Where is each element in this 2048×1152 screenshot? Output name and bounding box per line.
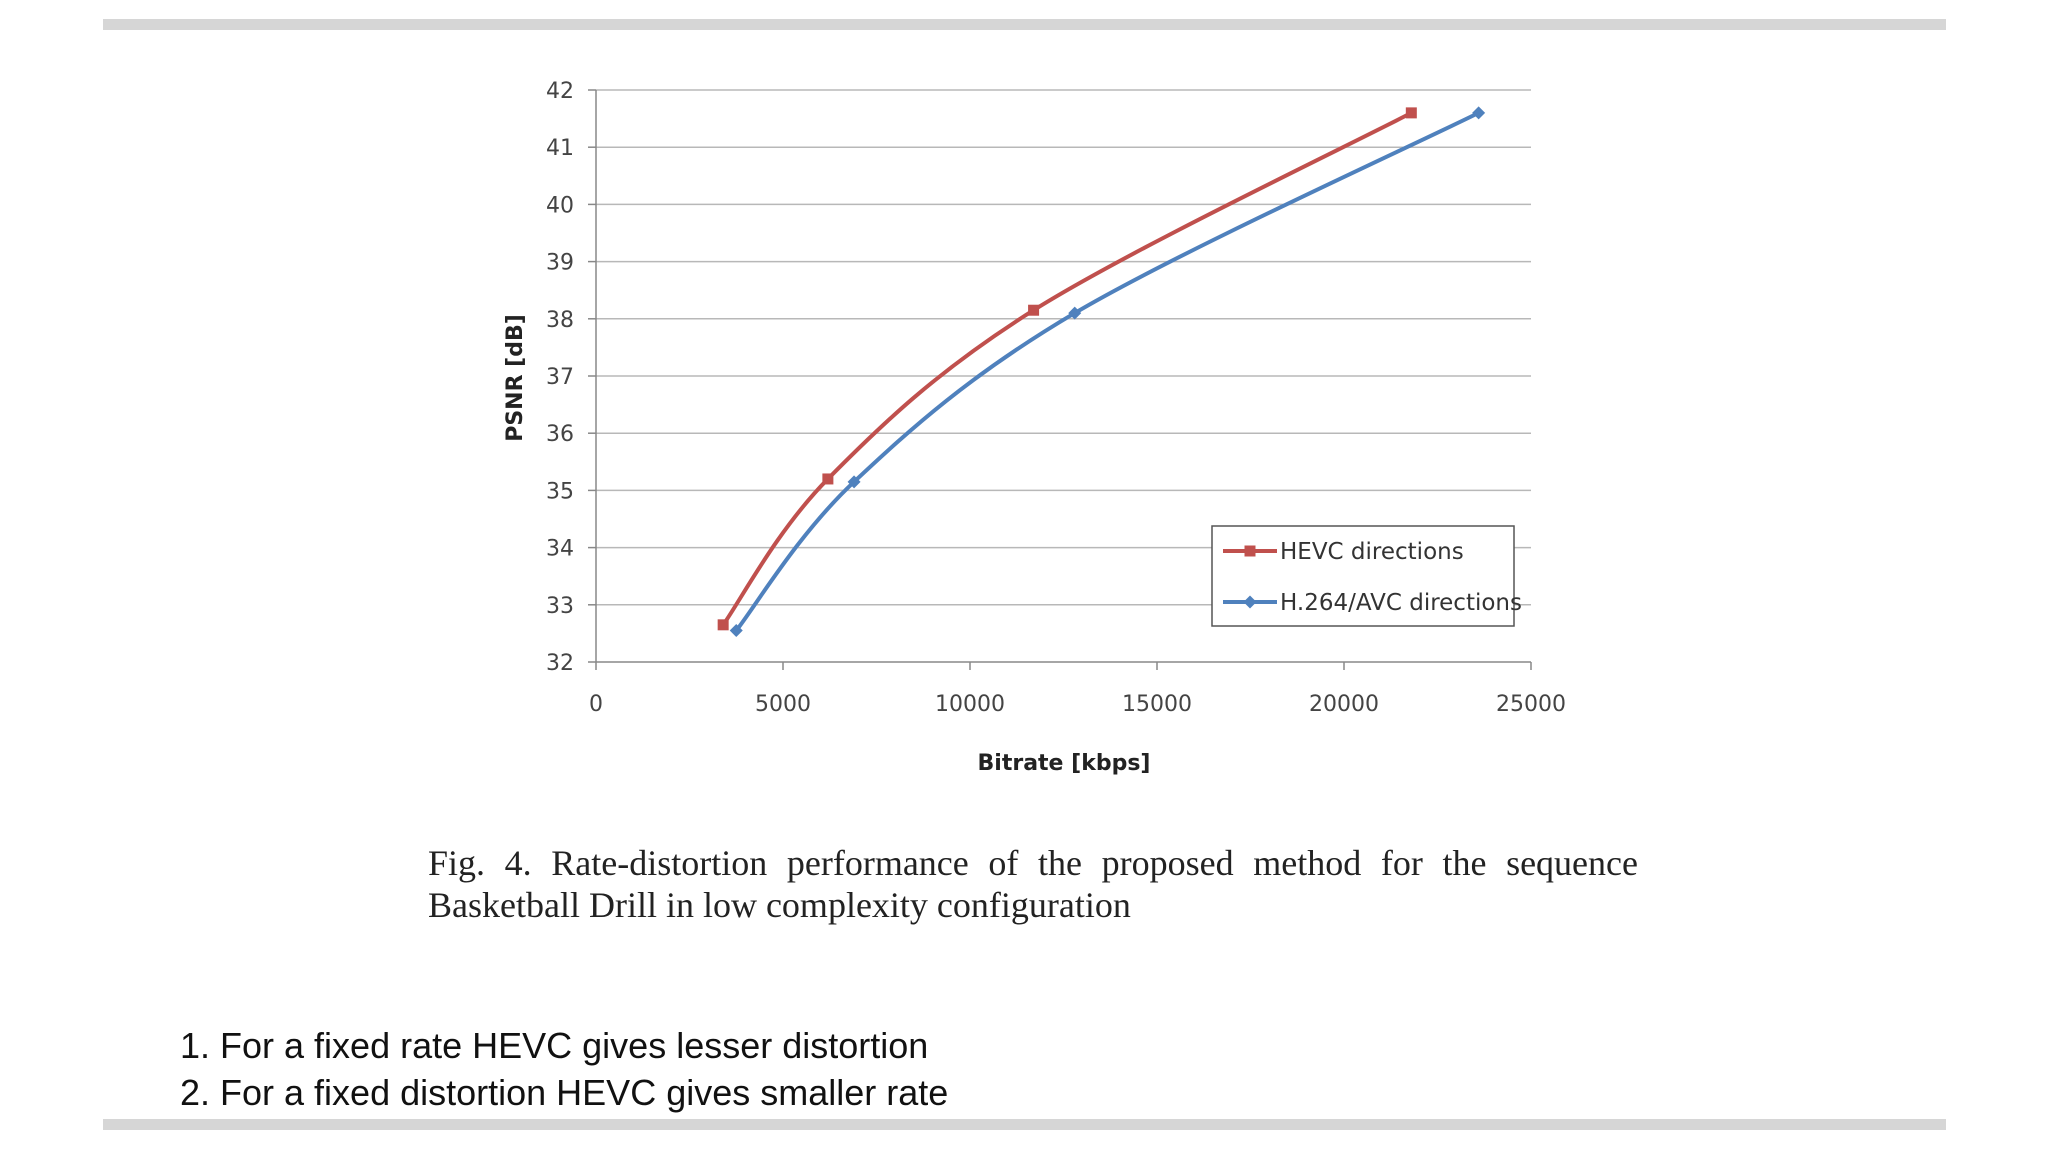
- series-line: [734, 110, 1481, 633]
- data-point: [717, 619, 729, 631]
- bottom-divider: [103, 1119, 1946, 1130]
- data-point: [1028, 304, 1040, 316]
- data-point: [847, 475, 861, 489]
- x-tick-label: 25000: [1496, 692, 1566, 717]
- y-axis-title: PSNR [dB]: [503, 314, 528, 442]
- series-line: [721, 110, 1414, 627]
- legend-marker: [1244, 545, 1256, 557]
- legend: HEVC directions H.264/AVC directions: [1211, 525, 1522, 627]
- y-tick-label: 35: [546, 479, 574, 504]
- y-tick-label: 33: [546, 594, 574, 619]
- y-tick-label: 37: [546, 365, 574, 390]
- x-tick-label: 10000: [935, 692, 1005, 717]
- y-tick-label: 36: [546, 422, 574, 447]
- note-item: 1. For a fixed rate HEVC gives lesser di…: [180, 1025, 929, 1066]
- x-tick-label: 5000: [755, 692, 811, 717]
- notes-list: 1. For a fixed rate HEVC gives lesser di…: [180, 1022, 948, 1116]
- y-tick-label: 42: [546, 79, 574, 104]
- series-layer: [717, 106, 1486, 638]
- y-tick-label: 34: [546, 537, 574, 562]
- note-item: 2. For a fixed distortion HEVC gives sma…: [180, 1072, 949, 1113]
- x-tick-label: 15000: [1122, 692, 1192, 717]
- data-point: [1068, 306, 1082, 320]
- legend-box: [1211, 525, 1515, 627]
- y-tick-label: 40: [546, 193, 574, 218]
- series-hevc: [717, 107, 1417, 631]
- legend-label: H.264/AVC directions: [1280, 590, 1522, 616]
- y-tick-label: 32: [546, 651, 574, 676]
- data-point: [822, 473, 834, 485]
- data-point: [729, 624, 743, 638]
- x-axis-title: Bitrate [kbps]: [978, 751, 1151, 776]
- top-divider: [103, 19, 1946, 30]
- y-tick-label: 38: [546, 308, 574, 333]
- x-tick-label: 20000: [1309, 692, 1379, 717]
- x-tick-label: 0: [589, 692, 603, 717]
- axes: 32 33 34 35 36 37 38 39 40 41 42 0 5000 10000 15000 200…: [546, 79, 1566, 717]
- legend-marker: [1243, 595, 1257, 609]
- figure-caption: Fig. 4. Rate-distortion performance of t…: [428, 843, 1638, 925]
- data-point: [1405, 107, 1417, 119]
- legend-label: HEVC directions: [1280, 539, 1464, 565]
- data-point: [1472, 106, 1486, 120]
- y-tick-label: 39: [546, 251, 574, 276]
- y-tick-label: 41: [546, 136, 574, 161]
- series-h264: [729, 106, 1486, 638]
